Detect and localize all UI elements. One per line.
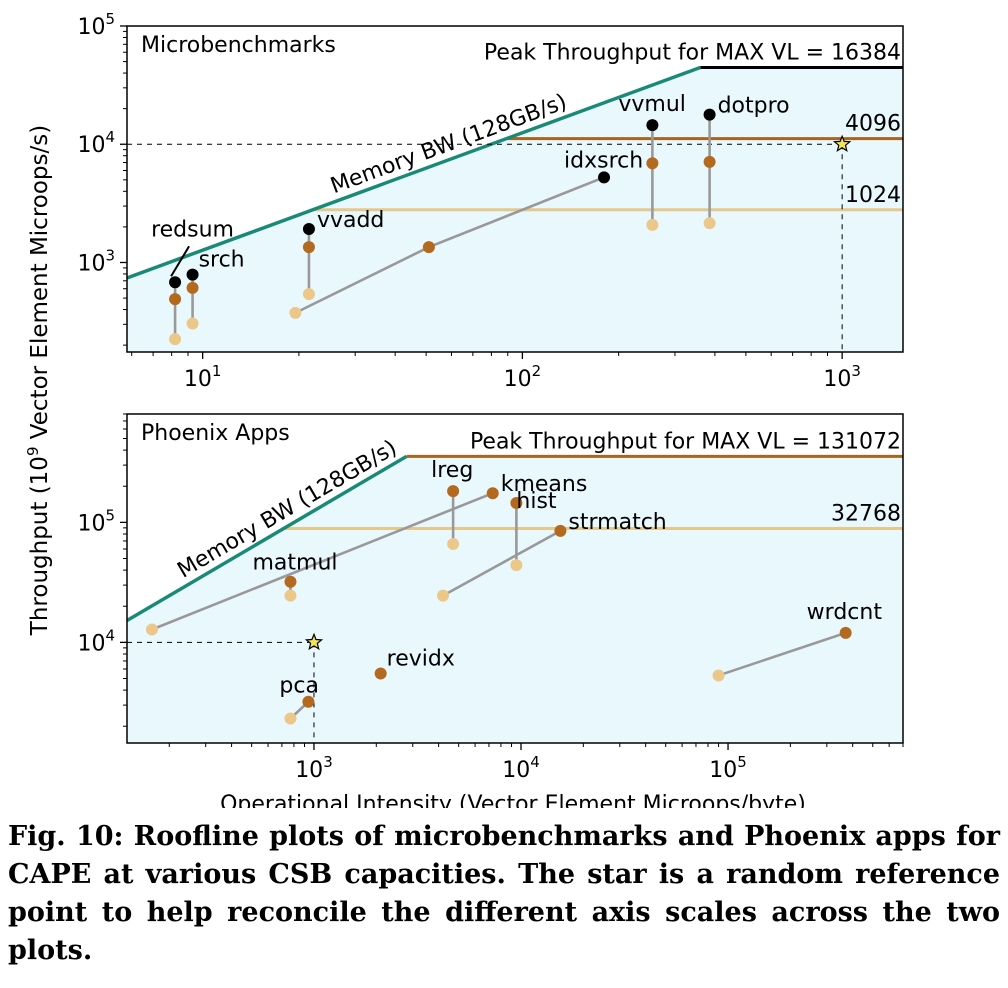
- data-point: [284, 575, 297, 588]
- plot-frame: [126, 413, 904, 744]
- panel-title: Phoenix Apps: [141, 421, 290, 446]
- data-point: [302, 288, 315, 301]
- roof-label: 1024: [845, 183, 901, 208]
- label-leader: [170, 245, 190, 277]
- y-axis-label-main: Throughput (10: [27, 456, 53, 636]
- series-label: dotpro: [718, 94, 790, 119]
- data-point: [302, 695, 315, 708]
- series-srch: srch: [186, 248, 245, 330]
- series-label: idxsrch: [564, 148, 643, 173]
- series-label: lreg: [431, 458, 473, 483]
- data-point: [284, 712, 297, 725]
- series-label: redsum: [151, 217, 234, 242]
- figure-caption: Fig. 10: Roofline plots of microbenchmar…: [8, 821, 1000, 966]
- x-tick-label: 102: [504, 362, 542, 392]
- data-point: [302, 241, 315, 254]
- data-point: [703, 108, 716, 121]
- series-label: revidx: [387, 647, 455, 672]
- series-redsum: redsum: [151, 217, 234, 346]
- roof-label: Peak Throughput for MAX VL = 131072: [470, 429, 901, 454]
- series-revidx: revidx: [374, 647, 455, 680]
- data-point: [646, 119, 659, 132]
- data-point: [437, 589, 450, 602]
- data-point: [712, 669, 725, 682]
- data-point: [447, 538, 460, 551]
- series-lreg: lreg: [431, 458, 473, 551]
- series-connector: [151, 491, 494, 631]
- data-point: [554, 524, 567, 537]
- series-connector: [294, 245, 430, 315]
- y-tick-label: 104: [77, 626, 115, 656]
- microbenchmarks-panel: 101 102 103 103 104 105 Peak Throughput for MA…: [77, 10, 904, 392]
- data-point: [145, 623, 158, 636]
- x-tick-label: 101: [184, 362, 222, 392]
- data-point: [486, 487, 499, 500]
- series-strmatch: strmatch: [437, 510, 667, 602]
- data-point: [284, 589, 297, 602]
- data-point: [186, 281, 199, 294]
- series-vvmul: vvmul: [618, 92, 686, 231]
- data-point: [598, 171, 611, 184]
- roof-label: Peak Throughput for MAX VL = 16384: [484, 40, 901, 65]
- series-connector: [718, 631, 847, 677]
- memory-bw-line: [127, 454, 408, 623]
- data-point: [703, 155, 716, 168]
- panel-title: Microbenchmarks: [141, 33, 336, 58]
- x-axis-label: Operational Intensity (Vector Element Mi…: [220, 792, 806, 808]
- data-point: [169, 293, 182, 306]
- x-tick-label: 103: [823, 362, 861, 392]
- data-point: [302, 222, 315, 235]
- series-label: srch: [199, 248, 245, 273]
- plot-frame: [126, 25, 904, 353]
- series-dotpro: dotpro: [703, 94, 790, 230]
- series-label: hist: [516, 489, 557, 514]
- reference-star: [304, 632, 324, 651]
- series-label: pca: [279, 674, 319, 699]
- x-tick-label: 104: [502, 753, 540, 783]
- x-tick-label: 105: [709, 753, 747, 783]
- series-vvadd: vvadd: [302, 208, 384, 301]
- series-pca: pca: [279, 674, 319, 725]
- data-point: [422, 241, 435, 254]
- series-connector: [442, 529, 562, 597]
- data-point: [703, 217, 716, 230]
- y-axis-label-exponent: 9: [24, 447, 42, 457]
- series-label: wrdcnt: [807, 600, 883, 625]
- series-idxsrch: idxsrch: [289, 148, 643, 319]
- series-label: matmul: [252, 551, 337, 576]
- y-axis-label: Throughput (109 Vector Element Microops/…: [24, 125, 53, 636]
- series-label: vvadd: [317, 208, 384, 233]
- y-tick-label: 105: [77, 506, 115, 536]
- data-point: [839, 626, 852, 639]
- roof-label: 32768: [831, 501, 901, 526]
- data-point: [374, 667, 387, 680]
- data-point: [186, 317, 199, 330]
- series-wrdcnt: wrdcnt: [712, 600, 883, 682]
- y-tick-label: 103: [77, 246, 115, 276]
- data-point: [186, 268, 199, 281]
- series-label: strmatch: [568, 510, 666, 535]
- data-point: [447, 485, 460, 498]
- series-label: vvmul: [618, 92, 686, 117]
- data-point: [289, 306, 302, 319]
- roofline-figure: 101 102 103 103 104 105 Peak Throughput for MA…: [24, 10, 904, 808]
- data-point: [169, 276, 182, 289]
- roof-label: 4096: [845, 112, 901, 137]
- data-point: [169, 333, 182, 346]
- data-point: [646, 157, 659, 170]
- data-point: [510, 497, 523, 510]
- y-tick-label: 104: [77, 128, 115, 158]
- series-connector: [428, 176, 605, 249]
- data-point: [510, 559, 523, 572]
- y-tick-label: 105: [77, 10, 115, 40]
- data-point: [646, 218, 659, 231]
- reference-star: [832, 134, 852, 153]
- y-axis-label-rest: Vector Element Microops/s): [27, 125, 53, 447]
- phoenix-apps-panel: 103 104 105 104 105 Peak Throughput for MAX V…: [77, 413, 904, 808]
- series-kmeans: kmeans: [145, 472, 588, 636]
- series-matmul: matmul: [252, 551, 338, 602]
- memory-bw-line: [127, 65, 701, 280]
- series-label: kmeans: [501, 472, 588, 497]
- x-tick-label: 103: [295, 753, 333, 783]
